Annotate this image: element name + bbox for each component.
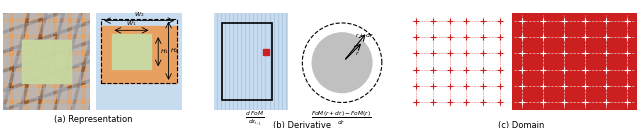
Text: $r + dr$: $r + dr$ bbox=[355, 31, 374, 39]
Text: $r$: $r$ bbox=[355, 49, 360, 57]
Text: $\frac{d\ FoM}{d\epsilon_{i,j}}$: $\frac{d\ FoM}{d\epsilon_{i,j}}$ bbox=[244, 109, 264, 127]
Bar bbox=[3, 88, 90, 98]
Text: $W_2$: $W_2$ bbox=[134, 10, 145, 19]
Bar bbox=[101, 26, 177, 83]
Bar bbox=[111, 34, 151, 69]
Text: $H_1$: $H_1$ bbox=[160, 47, 169, 56]
Bar bbox=[222, 23, 272, 100]
Bar bbox=[58, 13, 66, 110]
Text: $\frac{FoM(r+dr)-FoM(r)}{dr}$: $\frac{FoM(r+dr)-FoM(r)}{dr}$ bbox=[311, 110, 372, 127]
Bar bbox=[43, 13, 52, 110]
Bar bbox=[3, 56, 90, 65]
Bar bbox=[3, 7, 90, 17]
Text: (b) Derivative: (b) Derivative bbox=[273, 120, 332, 128]
Text: $H_2$: $H_2$ bbox=[170, 46, 179, 55]
Text: (a) Representation: (a) Representation bbox=[54, 115, 132, 124]
Bar bbox=[3, 72, 90, 82]
Bar bbox=[86, 13, 95, 110]
Bar bbox=[3, 39, 90, 49]
Bar bbox=[101, 19, 177, 83]
Bar bbox=[29, 13, 37, 110]
Bar bbox=[22, 40, 70, 83]
Bar bbox=[72, 13, 81, 110]
Text: (c) Domain: (c) Domain bbox=[499, 120, 545, 128]
Bar bbox=[0, 13, 8, 110]
Bar bbox=[222, 23, 272, 100]
Text: $W_1$: $W_1$ bbox=[126, 19, 137, 28]
Bar bbox=[3, 23, 90, 33]
Circle shape bbox=[312, 33, 372, 93]
Bar bbox=[14, 13, 23, 110]
Bar bbox=[3, 104, 90, 114]
